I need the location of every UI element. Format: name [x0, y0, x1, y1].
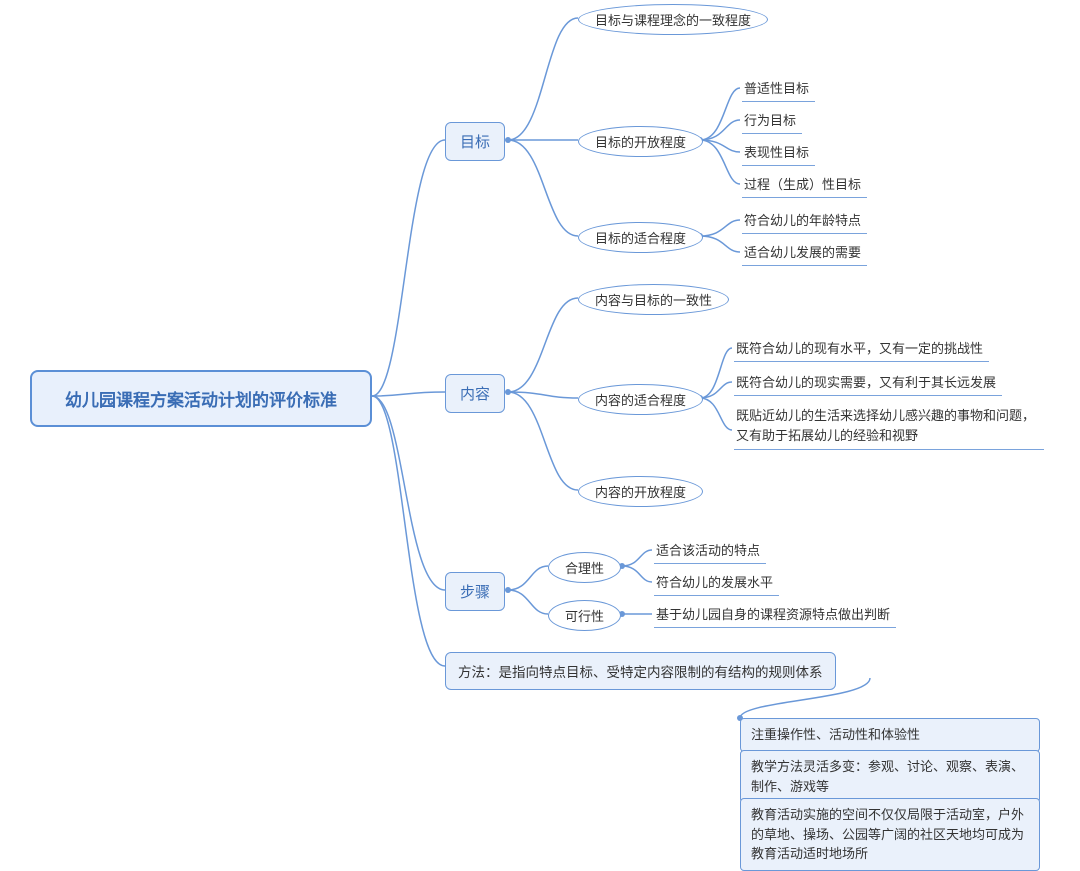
method-leaf-0: 注重操作性、活动性和体验性: [740, 718, 1040, 752]
goal-consistency: 目标与课程理念的一致程度: [578, 4, 768, 35]
steps-rationality: 合理性: [548, 552, 621, 583]
content-consistency: 内容与目标的一致性: [578, 284, 729, 315]
goal-openness: 目标的开放程度: [578, 126, 703, 157]
content-suitability-leaf-2: 既贴近幼儿的生活来选择幼儿感兴趣的事物和问题，又有助于拓展幼儿的经验和视野: [734, 404, 1044, 450]
goal-openness-leaf-2: 表现性目标: [742, 140, 815, 166]
root-node: 幼儿园课程方案活动计划的评价标准: [30, 370, 372, 427]
goal-suitability: 目标的适合程度: [578, 222, 703, 253]
branch-goal: 目标: [445, 122, 505, 161]
content-suitability-leaf-1: 既符合幼儿的现实需要，又有利于其长远发展: [734, 370, 1002, 396]
steps-rationality-leaf-0: 适合该活动的特点: [654, 538, 766, 564]
branch-method: 方法：是指向特点目标、受特定内容限制的有结构的规则体系: [445, 652, 836, 690]
branch-content: 内容: [445, 374, 505, 413]
content-suitability-leaf-0: 既符合幼儿的现有水平，又有一定的挑战性: [734, 336, 989, 362]
goal-openness-leaf-0: 普适性目标: [742, 76, 815, 102]
goal-suitability-leaf-0: 符合幼儿的年龄特点: [742, 208, 867, 234]
content-openness: 内容的开放程度: [578, 476, 703, 507]
goal-openness-leaf-1: 行为目标: [742, 108, 802, 134]
branch-steps: 步骤: [445, 572, 505, 611]
goal-suitability-leaf-1: 适合幼儿发展的需要: [742, 240, 867, 266]
goal-openness-leaf-3: 过程（生成）性目标: [742, 172, 867, 198]
steps-feasibility: 可行性: [548, 600, 621, 631]
method-leaf-1: 教学方法灵活多变：参观、讨论、观察、表演、制作、游戏等: [740, 750, 1040, 803]
steps-rationality-leaf-1: 符合幼儿的发展水平: [654, 570, 779, 596]
content-suitability: 内容的适合程度: [578, 384, 703, 415]
method-leaf-2: 教育活动实施的空间不仅仅局限于活动室，户外的草地、操场、公园等广阔的社区天地均可…: [740, 798, 1040, 871]
steps-feasibility-leaf-0: 基于幼儿园自身的课程资源特点做出判断: [654, 602, 896, 628]
